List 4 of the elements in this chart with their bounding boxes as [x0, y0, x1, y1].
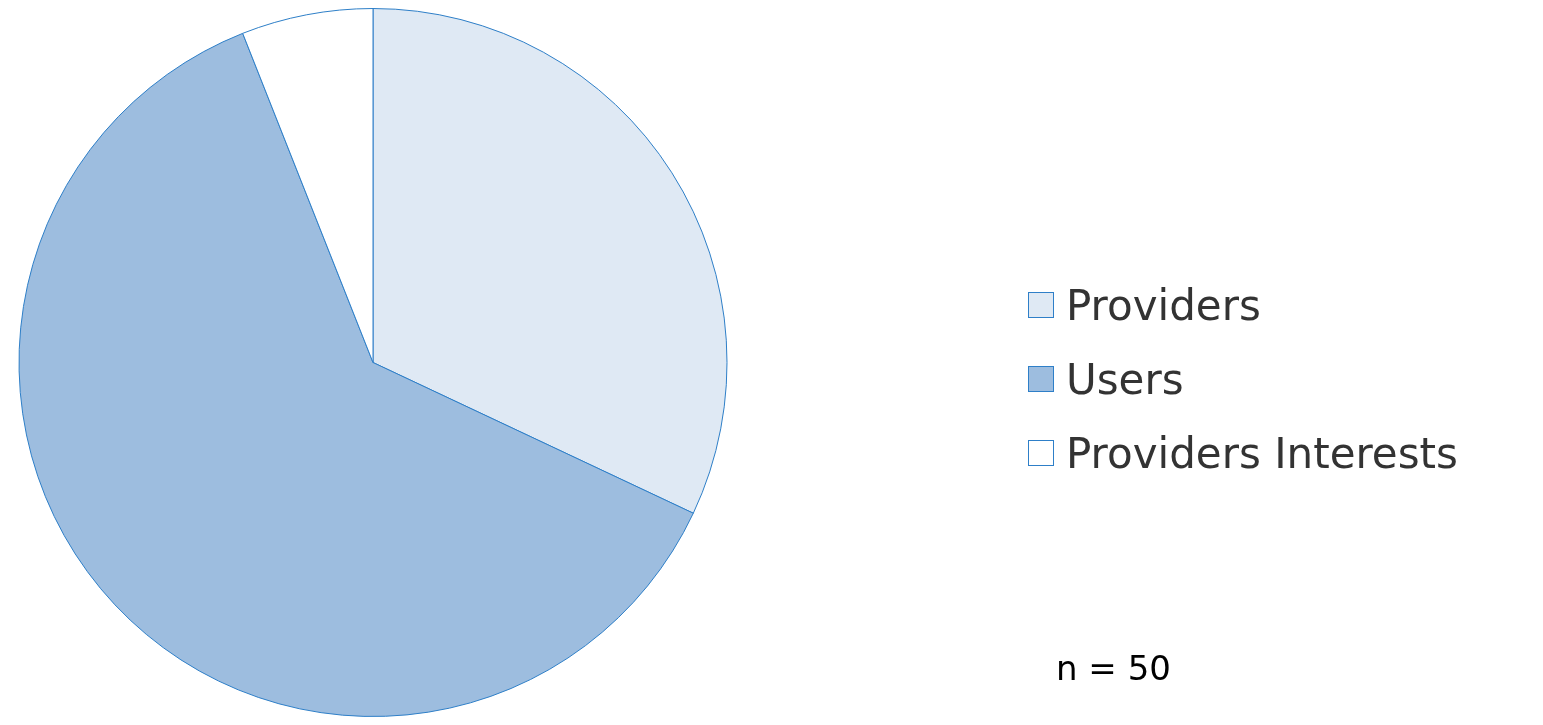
text: n = 50	[1056, 648, 1171, 688]
legend-label: Providers	[1066, 280, 1261, 330]
legend-label: Providers Interests	[1066, 428, 1458, 478]
legend-label: Users	[1066, 354, 1184, 404]
